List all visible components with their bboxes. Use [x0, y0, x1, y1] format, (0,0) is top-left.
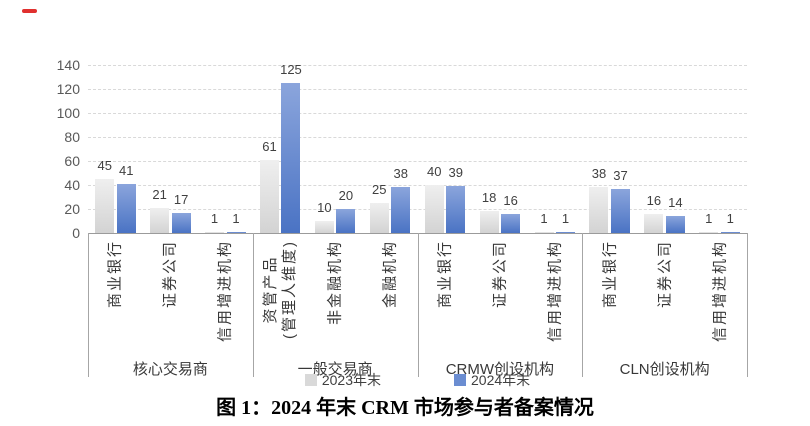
group-separator-2 — [417, 233, 419, 377]
bar-value-label: 16 — [646, 192, 662, 208]
group-separator-4 — [747, 233, 748, 377]
bar-value-label: 1 — [705, 210, 713, 226]
category-label: 证券公司 — [161, 240, 179, 309]
group-separator-0 — [88, 233, 89, 377]
y-tick-label-0: 0 — [72, 225, 80, 241]
bar-2024年末 — [336, 209, 356, 233]
category-label: 非金融机构 — [326, 240, 344, 326]
y-tick-label-100: 100 — [56, 105, 80, 121]
bar-2024年末 — [116, 183, 136, 233]
bar-value-label: 20 — [338, 188, 354, 203]
y-tick-label-80: 80 — [64, 129, 80, 145]
category-label: 信用增进机构 — [216, 240, 234, 343]
bar-value-label: 1 — [561, 210, 570, 226]
category-label: 信用增进机构 — [711, 240, 729, 343]
group-label-3: CLN创设机构 — [619, 361, 710, 378]
group-separator-3 — [582, 233, 584, 377]
bar-value-label: 38 — [591, 166, 607, 182]
group-label-2: CRMW创设机构 — [445, 361, 555, 378]
bar-2024年末 — [391, 187, 411, 233]
legend-swatch-2023 — [304, 374, 317, 386]
bar-2023年末 — [259, 159, 279, 233]
category-label: 证券公司 — [656, 240, 674, 309]
category-label: 信用增进机构 — [546, 240, 564, 343]
bar-2023年末 — [150, 207, 170, 233]
legend-swatch-2024 — [454, 374, 466, 386]
bar-2024年末 — [226, 231, 246, 233]
bar-value-label: 17 — [173, 191, 189, 207]
figure-title: 图 1：2024 年末 CRM 市场参与者备案情况 — [216, 397, 594, 419]
category-label: 资管产品 (管理人维度) — [262, 240, 299, 339]
gridline-80 — [88, 137, 747, 138]
group-label-0: 核心交易商 — [132, 361, 208, 378]
gridline-40 — [88, 185, 747, 186]
bar-2023年末 — [534, 231, 554, 233]
bar-2023年末 — [369, 203, 389, 233]
bar-value-label: 21 — [152, 186, 167, 202]
bar-2024年末 — [446, 186, 466, 233]
bar-2023年末 — [424, 185, 444, 233]
bar-value-label: 1 — [540, 210, 548, 226]
bar-value-label: 61 — [262, 138, 277, 154]
bar-value-label: 1 — [210, 210, 219, 226]
bar-2024年末 — [610, 188, 630, 233]
category-label: 商业银行 — [436, 240, 454, 309]
bar-value-label: 37 — [613, 167, 628, 183]
bar-value-label: 40 — [426, 164, 442, 179]
bar-2024年末 — [720, 231, 740, 233]
bar-2023年末 — [95, 179, 115, 233]
bar-2023年末 — [314, 221, 334, 233]
category-label: 商业银行 — [601, 240, 619, 309]
bar-value-label: 45 — [97, 158, 112, 173]
bar-2023年末 — [699, 231, 719, 233]
gridline-120 — [88, 89, 747, 90]
category-label: 金融机构 — [381, 240, 399, 309]
group-separator-1 — [252, 233, 254, 377]
bar-value-label: 16 — [503, 192, 518, 208]
bar-value-label: 25 — [372, 182, 387, 197]
bar-2023年末 — [589, 187, 609, 233]
y-tick-label-60: 60 — [64, 153, 80, 169]
bar-2024年末 — [556, 231, 576, 233]
bar-value-label: 1 — [726, 210, 734, 226]
bar-value-label: 39 — [448, 165, 463, 181]
bar-value-label: 38 — [393, 166, 409, 182]
bar-2024年末 — [501, 213, 521, 233]
chart-legend: 2023年末 2024年末 — [88, 370, 747, 390]
bar-value-label: 41 — [118, 162, 134, 178]
category-label: 商业银行 — [106, 240, 124, 309]
bar-2024年末 — [665, 216, 685, 233]
bar-value-label: 10 — [317, 200, 332, 215]
group-label-1: 一般交易商 — [297, 361, 373, 378]
bar-2023年末 — [644, 213, 664, 233]
bar-2024年末 — [281, 83, 301, 233]
legend-item-2023: 2023年末 — [304, 370, 381, 390]
bar-value-label: 18 — [481, 190, 497, 206]
bar-2024年末 — [171, 212, 191, 233]
bar-2023年末 — [205, 231, 225, 233]
legend-label-2023: 2023年末 — [321, 372, 381, 388]
gridline-20 — [88, 209, 747, 210]
gridline-100 — [88, 113, 747, 114]
bar-2023年末 — [479, 211, 499, 233]
legend-item-2024: 2024年末 — [454, 370, 530, 390]
bar-value-label: 1 — [232, 210, 240, 226]
y-tick-label-20: 20 — [64, 201, 80, 217]
category-label: 证券公司 — [491, 240, 509, 309]
y-tick-label-40: 40 — [64, 177, 80, 193]
y-tick-label-120: 120 — [56, 81, 80, 97]
y-tick-label-140: 140 — [56, 57, 80, 73]
red-dash-annotation — [22, 9, 37, 13]
legend-label-2024: 2024年末 — [471, 372, 531, 388]
bar-value-label: 125 — [280, 62, 302, 77]
bar-value-label: 14 — [668, 195, 683, 211]
gridline-60 — [88, 161, 747, 162]
gridline-140 — [88, 65, 747, 66]
